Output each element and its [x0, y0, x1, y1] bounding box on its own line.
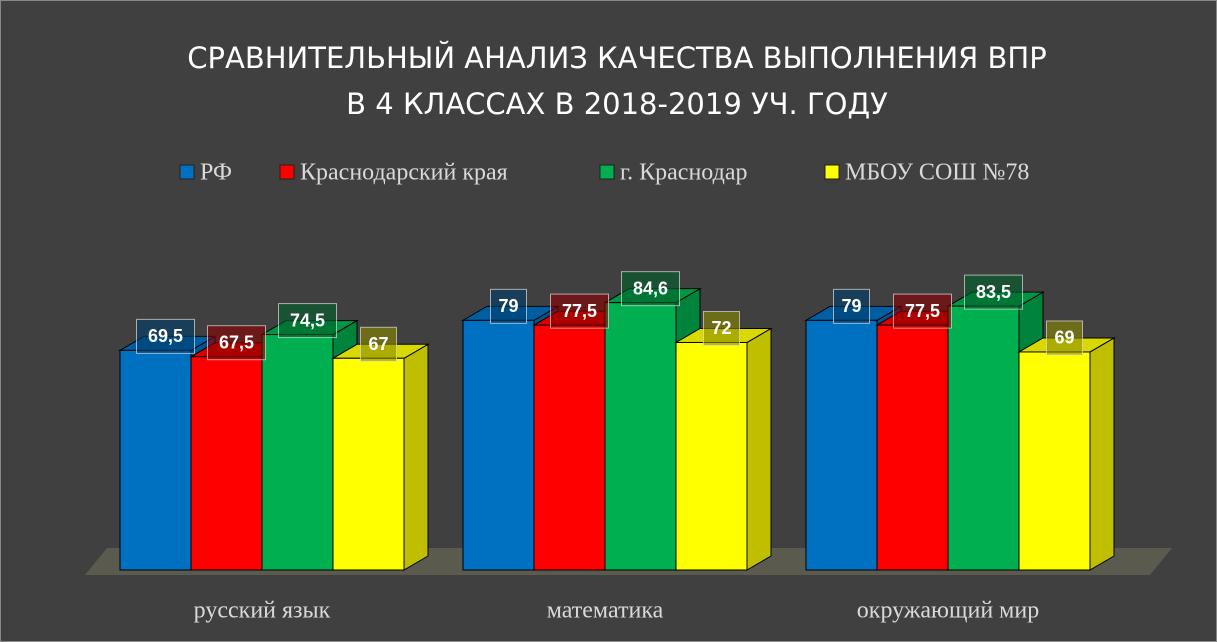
- data-label: 84,6: [633, 278, 668, 298]
- legend-swatch: [279, 164, 295, 180]
- data-label-box: [1046, 320, 1083, 356]
- x-tick-label: русский язык: [194, 598, 331, 624]
- data-label-box: [490, 288, 527, 324]
- data-label-box: [893, 293, 952, 329]
- data-label: 69: [1054, 328, 1074, 348]
- data-label-box: [550, 293, 609, 329]
- data-label: 67: [368, 334, 388, 354]
- bar: [533, 324, 606, 571]
- bar: [604, 302, 677, 571]
- data-label: 72: [711, 318, 731, 338]
- data-label: 67,5: [219, 332, 254, 352]
- bar: [805, 319, 878, 571]
- data-label: 83,5: [976, 282, 1011, 302]
- data-label-box: [278, 303, 337, 339]
- bar: [675, 341, 748, 571]
- legend-swatch: [179, 164, 195, 180]
- legend-label: МБОУ СОШ №78: [845, 160, 1029, 186]
- data-label: 79: [841, 296, 861, 316]
- bar: [876, 324, 949, 571]
- legend-swatch: [824, 164, 840, 180]
- bar: [119, 349, 192, 571]
- data-label: 77,5: [562, 301, 597, 321]
- data-label-box: [621, 271, 680, 307]
- legend-label: РФ: [200, 160, 232, 186]
- bar: [261, 334, 334, 571]
- data-label-box: [964, 274, 1023, 310]
- data-label: 74,5: [290, 310, 325, 330]
- x-tick-label: окружающий мир: [857, 598, 1039, 624]
- chart-title: СРАВНИТЕЛЬНЫЙ АНАЛИЗ КАЧЕСТВА ВЫПОЛНЕНИЯ…: [187, 41, 1046, 75]
- bar: [462, 319, 535, 571]
- x-tick-label: математика: [547, 598, 664, 624]
- data-label-box: [833, 288, 870, 324]
- bar-side: [746, 327, 772, 571]
- data-label-box: [703, 310, 740, 346]
- bar-side: [403, 343, 429, 571]
- data-label-box: [207, 325, 266, 361]
- legend-label: Краснодарский края: [300, 160, 508, 186]
- data-label-box: [136, 318, 195, 354]
- bar-side: [1089, 337, 1115, 571]
- data-label: 77,5: [905, 301, 940, 321]
- bar: [190, 356, 263, 571]
- bar: [332, 357, 405, 571]
- chart-title: В 4 КЛАССАХ В 2018-2019 УЧ. ГОДУ: [346, 87, 888, 121]
- legend-swatch: [599, 164, 615, 180]
- bar: [1018, 351, 1091, 571]
- bar: [947, 305, 1020, 571]
- data-label: 69,5: [148, 326, 183, 346]
- data-label: 79: [498, 296, 518, 316]
- legend-label: г. Краснодар: [620, 160, 747, 186]
- data-label-box: [360, 326, 397, 362]
